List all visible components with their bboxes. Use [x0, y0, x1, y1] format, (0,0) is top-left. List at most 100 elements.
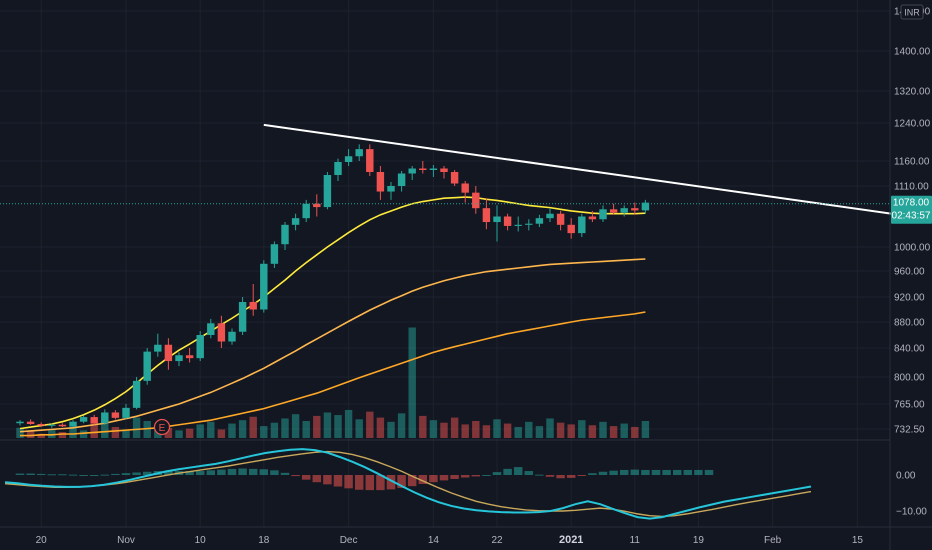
candle[interactable]: [238, 297, 247, 335]
candle-body[interactable]: [376, 172, 385, 192]
earnings-marker[interactable]: E: [153, 418, 171, 436]
candle[interactable]: [588, 210, 597, 223]
candle-body[interactable]: [609, 209, 618, 213]
candle[interactable]: [122, 404, 130, 420]
time-axis[interactable]: 20 Nov 10 18 Dec 14 22 2021 11 19 Feb 15: [36, 534, 864, 546]
candle-body[interactable]: [641, 202, 650, 211]
candle-body[interactable]: [461, 183, 469, 193]
candle[interactable]: [620, 205, 628, 217]
candle-body[interactable]: [143, 351, 151, 381]
candle-body[interactable]: [260, 263, 268, 310]
candle[interactable]: [450, 170, 459, 186]
candle[interactable]: [90, 414, 98, 425]
candle-body[interactable]: [419, 168, 427, 171]
candle[interactable]: [270, 241, 279, 268]
candle[interactable]: [196, 331, 204, 362]
candle[interactable]: [48, 423, 56, 428]
candle-body[interactable]: [291, 218, 300, 225]
candle[interactable]: [281, 222, 289, 250]
candle-body[interactable]: [175, 355, 183, 362]
candle-body[interactable]: [238, 302, 247, 332]
candle-body[interactable]: [196, 335, 204, 359]
candle-body[interactable]: [16, 421, 24, 424]
candle[interactable]: [291, 213, 300, 231]
candle-body[interactable]: [313, 203, 321, 208]
candle[interactable]: [217, 315, 226, 348]
candle-body[interactable]: [429, 168, 438, 171]
candle-body[interactable]: [26, 421, 35, 424]
candle-body[interactable]: [588, 216, 597, 220]
candle-body[interactable]: [440, 168, 448, 173]
candle[interactable]: [599, 205, 607, 223]
candle[interactable]: [37, 422, 45, 428]
candle-body[interactable]: [58, 424, 67, 427]
candle-body[interactable]: [111, 412, 120, 418]
candle-body[interactable]: [302, 203, 310, 219]
candle[interactable]: [408, 166, 416, 180]
candle-body[interactable]: [525, 223, 533, 225]
candle[interactable]: [228, 328, 236, 345]
candle-body[interactable]: [503, 216, 512, 226]
candle[interactable]: [313, 194, 321, 217]
candle-body[interactable]: [323, 175, 332, 208]
candle-body[interactable]: [535, 218, 544, 224]
candle-body[interactable]: [482, 208, 491, 223]
candle-body[interactable]: [472, 192, 480, 209]
candle-body[interactable]: [79, 417, 88, 422]
candle[interactable]: [164, 338, 173, 370]
candle-body[interactable]: [132, 380, 141, 408]
candle-body[interactable]: [69, 421, 77, 427]
candle-body[interactable]: [270, 244, 279, 264]
candle[interactable]: [609, 203, 618, 215]
candle[interactable]: [323, 172, 332, 210]
candle-body[interactable]: [228, 331, 236, 342]
candle-body[interactable]: [450, 172, 459, 184]
currency-badge[interactable]: INR: [900, 4, 924, 20]
candle[interactable]: [58, 423, 67, 428]
candle[interactable]: [546, 208, 554, 223]
candle[interactable]: [154, 333, 162, 357]
candle-body[interactable]: [397, 173, 406, 187]
candle-body[interactable]: [366, 149, 374, 172]
candlesticks[interactable]: [16, 144, 650, 428]
candle[interactable]: [26, 419, 35, 425]
candle[interactable]: [429, 165, 438, 177]
candle[interactable]: [397, 171, 406, 192]
candle-body[interactable]: [514, 224, 522, 226]
candle[interactable]: [376, 166, 385, 200]
candle-body[interactable]: [344, 156, 353, 162]
candle-body[interactable]: [387, 186, 395, 192]
candle[interactable]: [355, 144, 363, 161]
candle-body[interactable]: [185, 355, 194, 359]
candle-body[interactable]: [37, 424, 45, 426]
candle[interactable]: [503, 213, 512, 231]
candle[interactable]: [334, 158, 342, 181]
candle-body[interactable]: [48, 424, 56, 426]
candle-body[interactable]: [164, 344, 173, 362]
candle-body[interactable]: [599, 209, 607, 220]
candle[interactable]: [260, 260, 268, 313]
candle-body[interactable]: [408, 168, 416, 174]
candle-body[interactable]: [207, 323, 215, 335]
candle[interactable]: [175, 352, 183, 367]
candle-body[interactable]: [249, 302, 257, 310]
candle-body[interactable]: [355, 149, 363, 157]
candle-body[interactable]: [546, 213, 554, 219]
candle-body[interactable]: [334, 162, 342, 175]
candle[interactable]: [111, 410, 120, 420]
candle[interactable]: [472, 186, 480, 214]
candle[interactable]: [207, 318, 215, 339]
candle[interactable]: [344, 149, 353, 166]
candle-body[interactable]: [556, 213, 565, 225]
candle-body[interactable]: [578, 216, 586, 234]
candle[interactable]: [79, 415, 88, 424]
candle-body[interactable]: [154, 344, 162, 352]
candle[interactable]: [556, 210, 565, 231]
candle[interactable]: [461, 181, 469, 203]
candle[interactable]: [185, 348, 194, 363]
candle-body[interactable]: [281, 224, 289, 245]
candle[interactable]: [366, 144, 374, 176]
candle[interactable]: [16, 420, 24, 426]
candle-body[interactable]: [101, 412, 109, 424]
candle[interactable]: [514, 216, 522, 232]
